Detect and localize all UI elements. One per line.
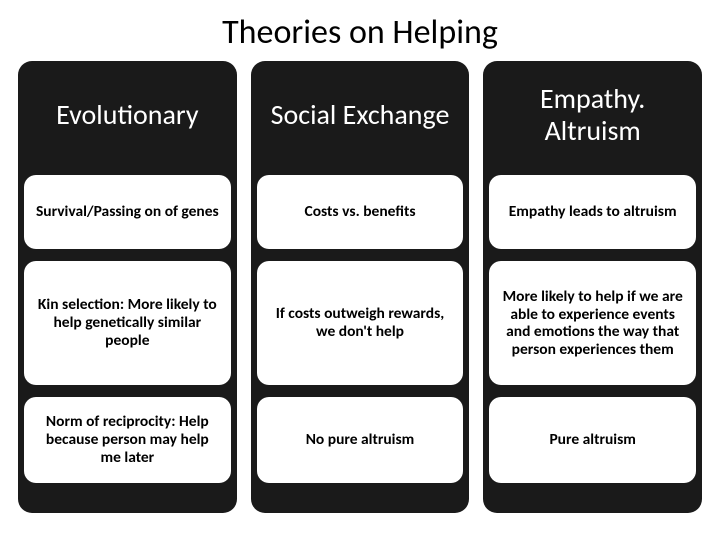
cell: More likely to help if we are able to ex… [489,261,696,385]
column-evolutionary: Evolutionary Survival/Passing on of gene… [18,61,237,513]
cell: No pure altruism [257,397,464,483]
column-header: Evolutionary [18,61,237,169]
cell: If costs outweigh rewards, we don't help [257,261,464,385]
cell: Pure altruism [489,397,696,483]
column-empathy-altruism: Empathy. Altruism Empathy leads to altru… [483,61,702,513]
cell: Norm of reciprocity: Help because person… [24,397,231,483]
column-header: Empathy. Altruism [483,61,702,169]
slide-title: Theories on Helping [0,0,720,61]
cell: Empathy leads to altruism [489,175,696,249]
column-header: Social Exchange [251,61,470,169]
column-social-exchange: Social Exchange Costs vs. benefits If co… [251,61,470,513]
cell: Survival/Passing on of genes [24,175,231,249]
theory-grid: Evolutionary Survival/Passing on of gene… [0,61,720,513]
cell: Costs vs. benefits [257,175,464,249]
cell: Kin selection: More likely to help genet… [24,261,231,385]
